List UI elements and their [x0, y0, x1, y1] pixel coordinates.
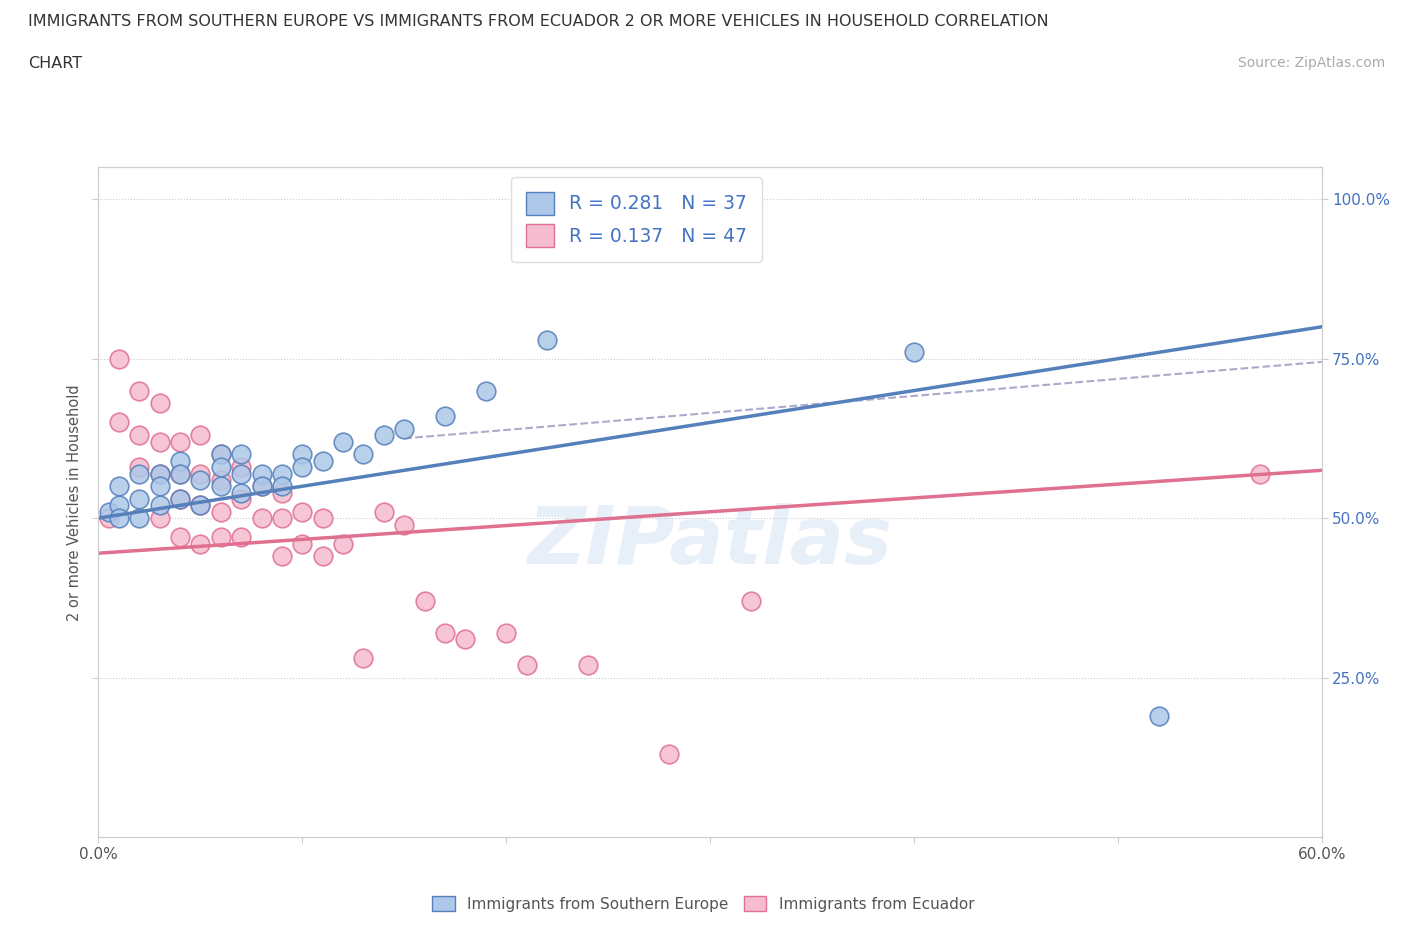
Point	[128, 466, 150, 481]
Point	[576, 658, 599, 672]
Text: IMMIGRANTS FROM SOUTHERN EUROPE VS IMMIGRANTS FROM ECUADOR 2 OR MORE VEHICLES IN: IMMIGRANTS FROM SOUTHERN EUROPE VS IMMIG…	[28, 14, 1049, 29]
Point	[291, 504, 314, 519]
Text: Source: ZipAtlas.com: Source: ZipAtlas.com	[1237, 56, 1385, 70]
Point	[373, 428, 395, 443]
Point	[332, 434, 354, 449]
Point	[169, 492, 191, 507]
Point	[231, 447, 253, 462]
Point	[169, 466, 191, 481]
Point	[740, 593, 762, 608]
Point	[188, 472, 212, 487]
Point	[250, 479, 273, 494]
Point	[352, 651, 374, 666]
Point	[209, 447, 232, 462]
Point	[332, 537, 354, 551]
Point	[108, 415, 131, 430]
Point	[270, 485, 294, 500]
Point	[516, 658, 538, 672]
Point	[169, 530, 191, 545]
Point	[270, 466, 294, 481]
Point	[231, 492, 253, 507]
Point	[188, 428, 212, 443]
Point	[149, 498, 172, 512]
Point	[495, 626, 517, 641]
Point	[658, 747, 681, 762]
Point	[149, 396, 172, 411]
Point	[169, 434, 191, 449]
Point	[97, 504, 120, 519]
Point	[169, 466, 191, 481]
Point	[434, 408, 457, 423]
Point	[312, 549, 335, 564]
Point	[454, 631, 477, 646]
Point	[108, 479, 131, 494]
Point	[149, 511, 172, 525]
Point	[188, 498, 212, 512]
Point	[270, 549, 294, 564]
Point	[250, 511, 273, 525]
Point	[188, 466, 212, 481]
Point	[231, 459, 253, 474]
Point	[291, 537, 314, 551]
Point	[250, 479, 273, 494]
Point	[128, 459, 150, 474]
Point	[108, 498, 131, 512]
Point	[209, 472, 232, 487]
Point	[373, 504, 395, 519]
Point	[291, 447, 314, 462]
Point	[231, 530, 253, 545]
Point	[270, 479, 294, 494]
Point	[413, 593, 436, 608]
Point	[434, 626, 457, 641]
Point	[352, 447, 374, 462]
Point	[250, 466, 273, 481]
Point	[108, 352, 131, 366]
Point	[209, 530, 232, 545]
Point	[270, 511, 294, 525]
Point	[1147, 709, 1170, 724]
Point	[536, 332, 558, 347]
Point	[128, 383, 150, 398]
Point	[128, 492, 150, 507]
Point	[209, 479, 232, 494]
Point	[312, 453, 335, 468]
Point	[128, 428, 150, 443]
Point	[1249, 466, 1271, 481]
Point	[903, 345, 925, 360]
Point	[209, 504, 232, 519]
Point	[188, 537, 212, 551]
Point	[149, 466, 172, 481]
Point	[149, 479, 172, 494]
Point	[188, 498, 212, 512]
Point	[291, 459, 314, 474]
Point	[169, 492, 191, 507]
Point	[209, 447, 232, 462]
Point	[149, 434, 172, 449]
Point	[392, 421, 416, 436]
Point	[149, 466, 172, 481]
Point	[392, 517, 416, 532]
Text: ZIPatlas: ZIPatlas	[527, 503, 893, 581]
Legend: R = 0.281   N = 37, R = 0.137   N = 47: R = 0.281 N = 37, R = 0.137 N = 47	[510, 177, 762, 262]
Point	[474, 383, 498, 398]
Point	[231, 485, 253, 500]
Point	[312, 511, 335, 525]
Point	[231, 466, 253, 481]
Point	[169, 453, 191, 468]
Point	[128, 511, 150, 525]
Legend: Immigrants from Southern Europe, Immigrants from Ecuador: Immigrants from Southern Europe, Immigra…	[426, 889, 980, 918]
Point	[209, 459, 232, 474]
Text: CHART: CHART	[28, 56, 82, 71]
Point	[97, 511, 120, 525]
Point	[108, 511, 131, 525]
Y-axis label: 2 or more Vehicles in Household: 2 or more Vehicles in Household	[66, 384, 82, 620]
